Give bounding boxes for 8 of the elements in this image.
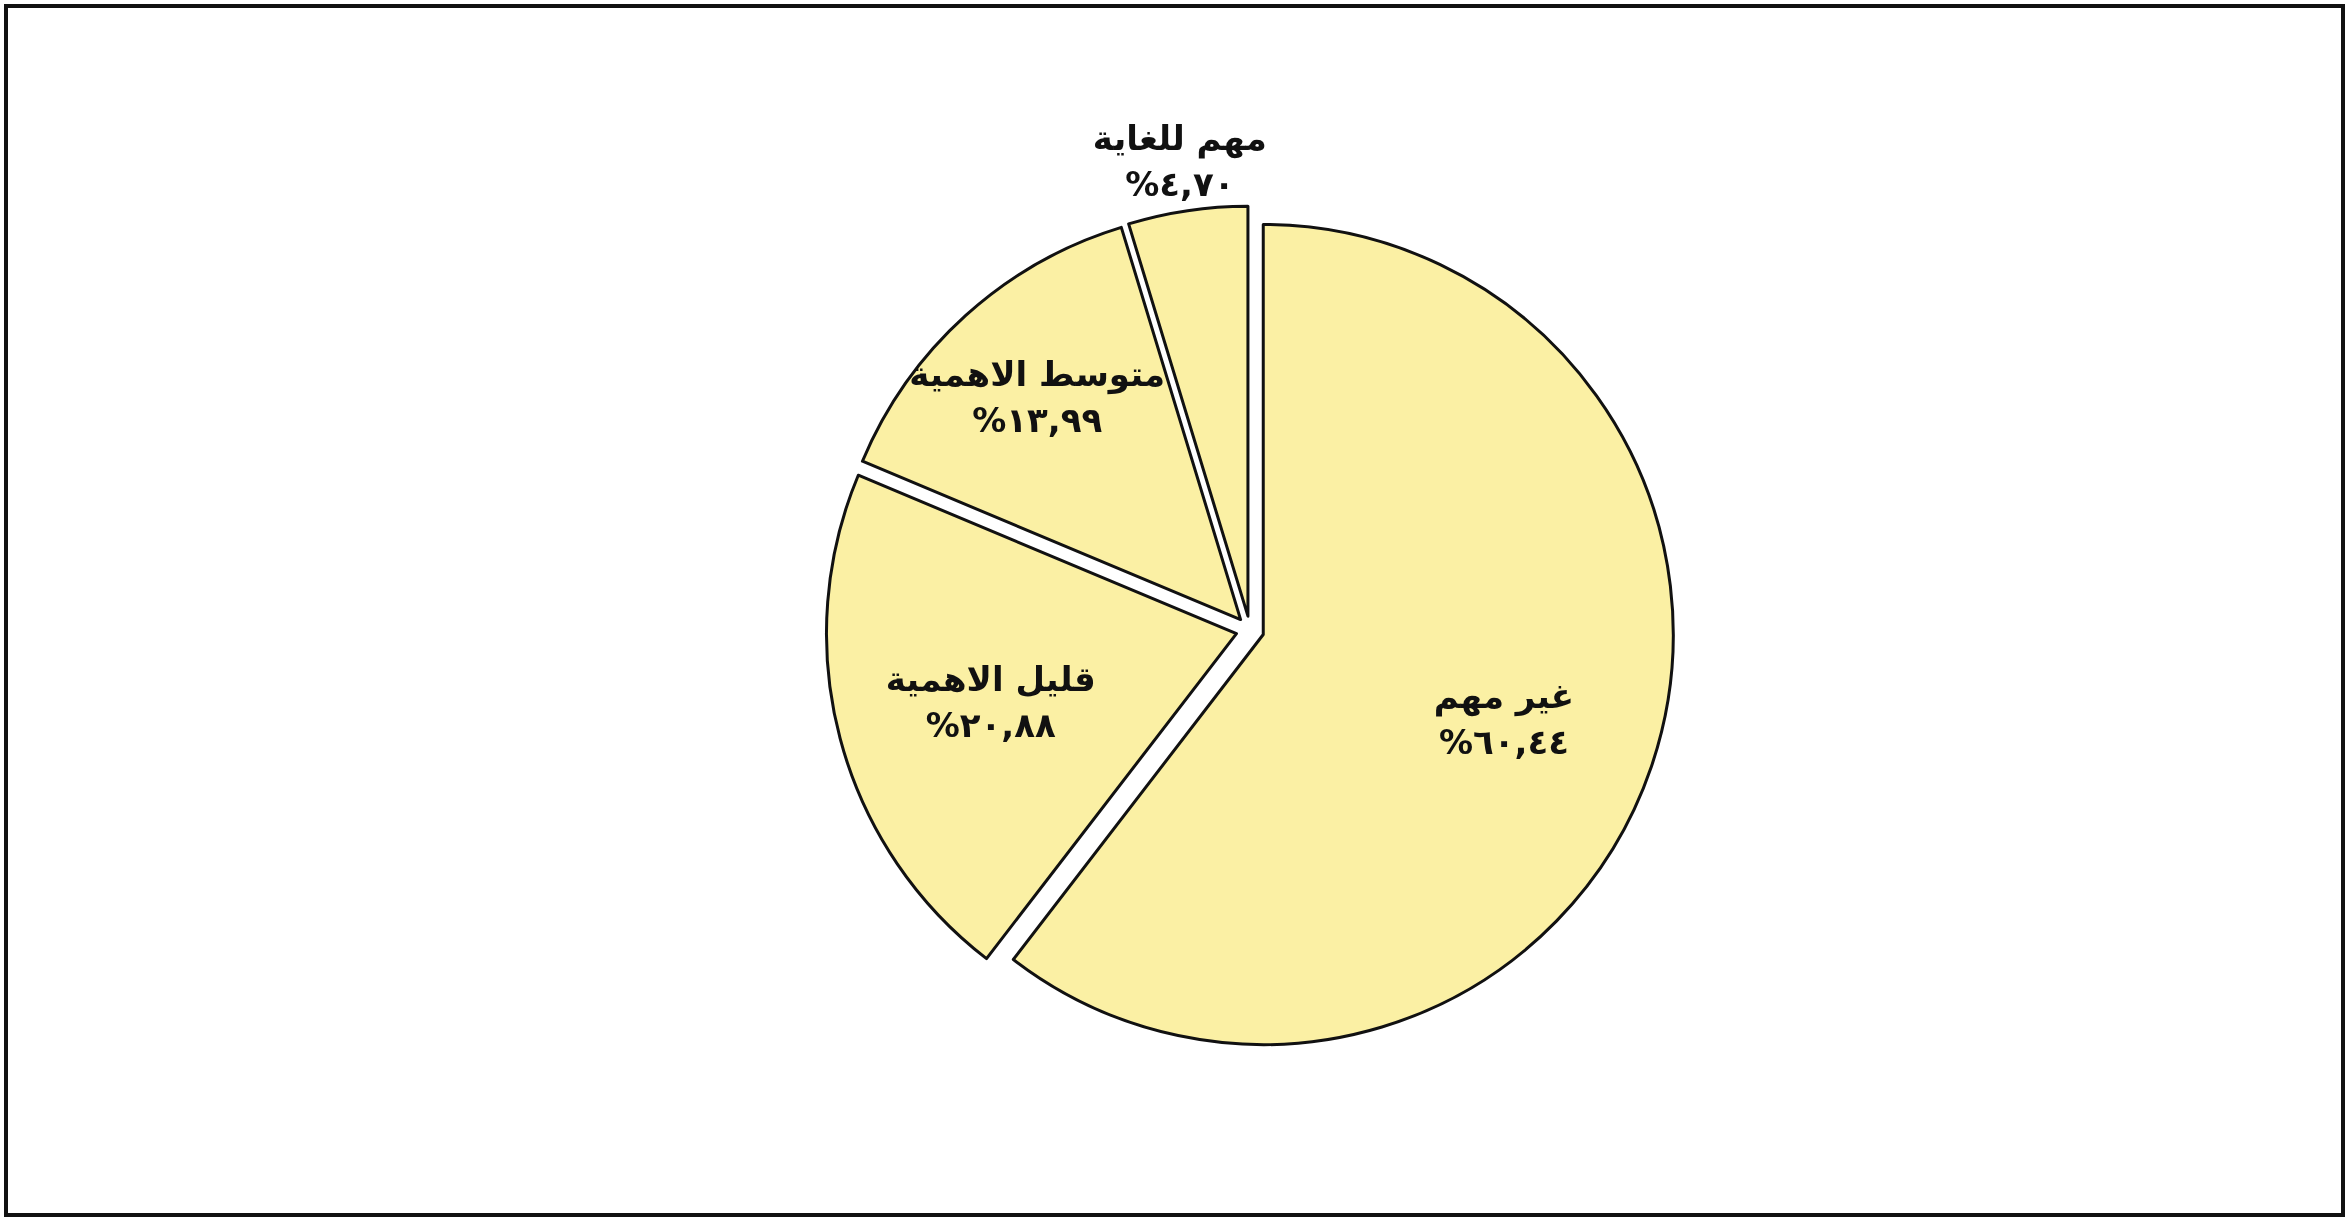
slice-label: قليل الاهمية xyxy=(885,658,1096,699)
slice-label: متوسط الاهمية xyxy=(909,354,1166,396)
data-label: %٦٠,٤٤ xyxy=(1438,722,1569,763)
slice-label: مهم للغاية xyxy=(1092,117,1267,159)
slice-label: غير مهم xyxy=(1433,676,1575,718)
data-label: %٤,٧٠ xyxy=(1125,163,1235,204)
data-label: %١٣,٩٩ xyxy=(972,400,1103,441)
data-label: %٢٠,٨٨ xyxy=(925,704,1057,745)
